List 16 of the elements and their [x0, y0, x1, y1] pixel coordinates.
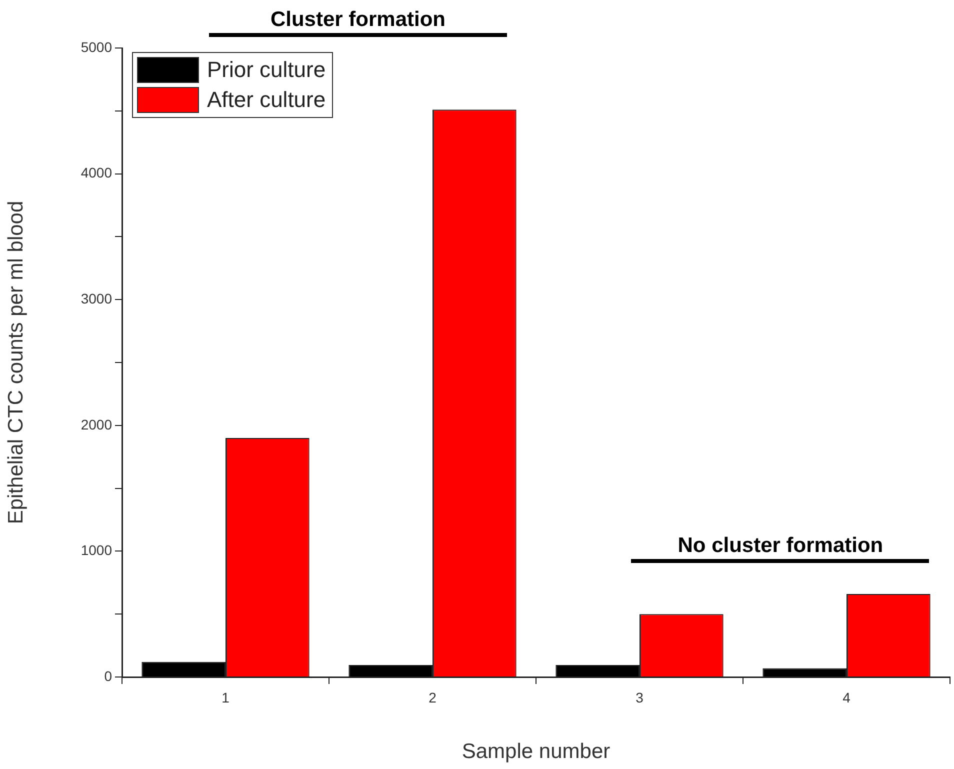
y-tick-label: 0 [104, 668, 112, 684]
y-axis-title: Epithelial CTC counts per ml blood [4, 200, 28, 524]
x-tick-label: 2 [428, 689, 437, 706]
y-tick-label: 1000 [80, 542, 112, 558]
y-tick-label: 5000 [80, 38, 112, 55]
x-axis-title: Sample number [462, 740, 610, 764]
y-tick-label: 3000 [80, 290, 112, 306]
y-tick-label: 4000 [80, 164, 112, 181]
y-tick-label: 2000 [80, 416, 112, 432]
legend-label: After culture [207, 86, 326, 114]
x-tick-label: 4 [842, 689, 851, 706]
legend-label: Prior culture [207, 56, 326, 84]
x-tick-label: 3 [636, 689, 644, 706]
x-tick-label: 1 [222, 689, 230, 706]
text: Cluster formation [270, 8, 446, 32]
annotation: No cluster formation [678, 534, 884, 558]
